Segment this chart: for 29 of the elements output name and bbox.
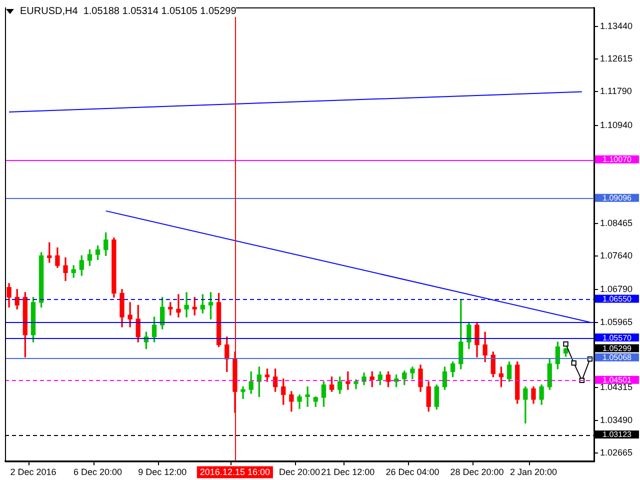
y-tick-label: 1.07640 (600, 250, 633, 261)
y-tick-label: 1.02665 (600, 448, 633, 458)
ref-line-label: 1.04501 (602, 376, 632, 385)
x-tick-label: 28 Dec 20:00 (450, 467, 504, 478)
ref-line-label: 1.10070 (602, 155, 632, 164)
y-tick-label: 1.03490 (600, 414, 633, 425)
y-tick-label: 1.08465 (600, 218, 633, 228)
x-tick-label: 6 Dec 20:00 (74, 467, 122, 478)
x-tick-label: 21 Dec 12:00 (321, 467, 375, 478)
x-tick-label: Dec 20:00 (278, 467, 320, 478)
ref-line-label: 1.05068 (602, 353, 632, 362)
y-tick-label: 1.13440 (600, 20, 633, 31)
y-tick-label: 1.11790 (600, 86, 632, 96)
text: 1.05299 (602, 344, 632, 353)
chart-title: EURUSD,H4 1.05188 1.05314 1.05105 1.05299 (20, 6, 236, 17)
y-tick-label: 1.05965 (600, 316, 633, 327)
x-tick-label: 2 Jan 20:00 (510, 467, 558, 478)
y-tick-label: 1.06790 (600, 284, 633, 294)
ref-line-label: 1.05570 (602, 333, 632, 342)
x-tick-label: 9 Dec 12:00 (138, 467, 187, 478)
y-tick-label: 1.04315 (600, 382, 633, 392)
x-tick-label: 2016.12.15 16:00 (200, 467, 270, 478)
x-tick-label: 26 Dec 04:00 (386, 467, 440, 478)
ref-line-label: 1.09096 (602, 194, 632, 203)
ref-line-label: 1.03123 (602, 430, 632, 440)
y-tick-label: 1.10940 (600, 120, 633, 130)
y-tick-label: 1.12615 (600, 54, 633, 64)
ref-line-label: 1.06550 (602, 294, 632, 304)
x-tick-label: 2 Dec 2016 (10, 467, 56, 478)
